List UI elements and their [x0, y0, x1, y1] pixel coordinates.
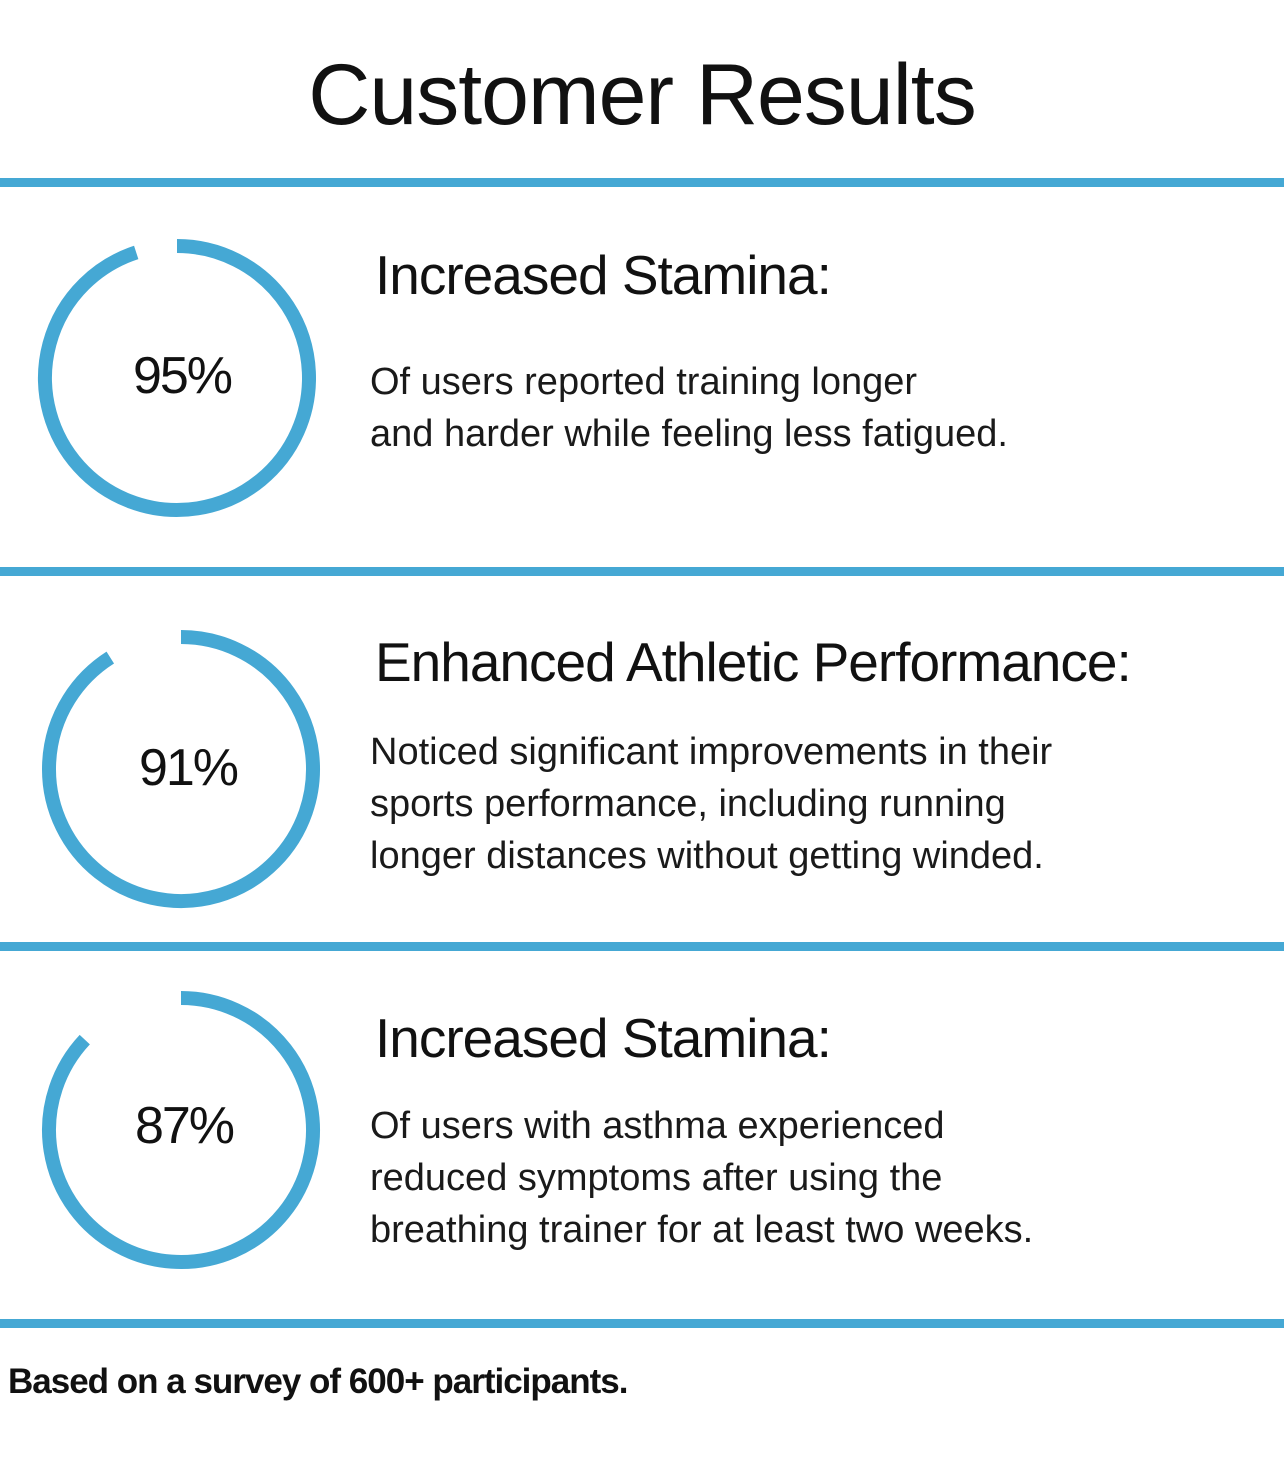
- result-description: Of users with asthma experienced reduced…: [370, 1105, 1034, 1251]
- progress-ring: [42, 630, 320, 908]
- page-title: Customer Results: [308, 47, 976, 143]
- progress-ring: [42, 991, 320, 1269]
- survey-footnote: Based on a survey of 600+ participants.: [8, 1362, 628, 1401]
- result-heading: Increased Stamina:: [375, 1007, 832, 1069]
- result-heading: Increased Stamina:: [375, 244, 832, 306]
- percent-value: 91%: [138, 739, 239, 797]
- divider: [0, 178, 1284, 187]
- result-heading: Enhanced Athletic Performance:: [375, 631, 1132, 693]
- result-description: Of users reported training longer and ha…: [370, 361, 1008, 455]
- percent-value: 87%: [134, 1097, 235, 1155]
- progress-ring: [38, 239, 316, 517]
- divider: [0, 567, 1284, 576]
- percent-value: 95%: [132, 347, 233, 405]
- result-description: Noticed significant improvements in thei…: [370, 731, 1053, 877]
- divider: [0, 1319, 1284, 1328]
- divider: [0, 942, 1284, 951]
